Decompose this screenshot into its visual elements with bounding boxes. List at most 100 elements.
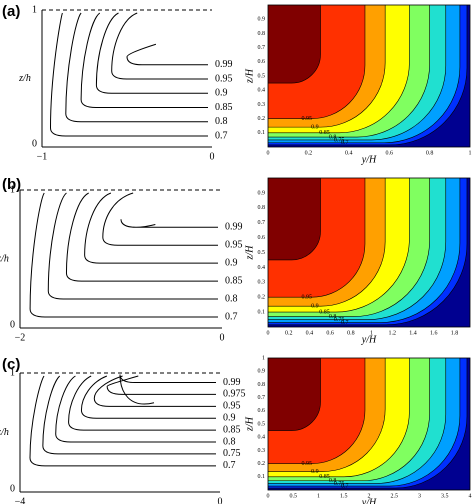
y-tick-label: 1	[10, 184, 15, 195]
y-axis-label: z/H	[244, 416, 255, 432]
x-axis-label: y/H	[361, 497, 377, 504]
x-tick-label: 0	[267, 330, 270, 336]
x-tick-label: 0	[220, 332, 225, 343]
contour-label: 0.7	[341, 483, 349, 489]
contour-line	[84, 192, 218, 264]
contour-line	[102, 192, 218, 246]
x-tick-label: 0	[218, 496, 223, 504]
y-tick-label: 0.3	[258, 280, 266, 286]
y-tick-label: 0.9	[258, 17, 266, 23]
x-tick-label: 1.6	[430, 330, 438, 336]
y-axis-label: z/h	[0, 427, 9, 438]
contour-fill	[268, 178, 470, 327]
contour-level	[268, 5, 321, 84]
x-axis-label: y/H	[361, 334, 377, 345]
contour-label: 0.75	[334, 481, 345, 487]
contour-label: 0.95	[215, 73, 233, 84]
y-tick-label: 0.8	[258, 205, 266, 211]
contour-label: 0.75	[334, 137, 345, 143]
y-tick-label: 0.8	[258, 31, 266, 37]
x-tick-label: 0	[210, 151, 215, 162]
x-tick-label: 1	[469, 150, 472, 156]
x-tick-label: 0.4	[345, 150, 353, 156]
y-tick-label: 0.7	[258, 395, 266, 401]
y-axis-label: z/h	[0, 253, 9, 264]
contour-label: 0.8	[329, 134, 337, 140]
x-tick-label: 0.2	[285, 330, 293, 336]
contour-line	[42, 375, 216, 455]
contour-label: 0.95	[302, 461, 313, 467]
x-tick-label: −1	[37, 151, 48, 162]
contour-line	[29, 375, 216, 467]
contour-label: 0.95	[302, 295, 313, 301]
y-tick-label: 1	[262, 355, 265, 361]
contour-label: 0.7	[225, 311, 238, 322]
y-tick-label: 0.2	[258, 461, 266, 467]
contour-label: 0.9	[225, 257, 238, 268]
y-tick-label: 0.3	[258, 448, 266, 454]
y-tick-label: 0.9	[258, 369, 266, 375]
contour-line	[106, 375, 216, 395]
x-tick-label: 0.5	[290, 493, 298, 499]
y-tick-label: 0.6	[258, 59, 266, 65]
contour-label: 0.85	[319, 130, 330, 136]
y-tick-label: 0.7	[258, 220, 266, 226]
contour-label: 0.9	[223, 413, 236, 424]
contour-label: 0.85	[215, 102, 233, 113]
contour-line	[80, 12, 208, 109]
contour-label: 0.85	[225, 275, 243, 286]
contour-line	[80, 375, 216, 419]
contour-label: 0.99	[225, 222, 243, 233]
contour-line	[119, 374, 216, 405]
panel-label: (a)	[2, 3, 20, 20]
contour-label: 0.8	[223, 436, 236, 447]
x-tick-label: 0	[267, 493, 270, 499]
contour-label: 0.99	[215, 59, 233, 70]
x-tick-label: 1.4	[409, 330, 417, 336]
x-tick-label: 4	[469, 493, 472, 499]
y-tick-label: 1	[32, 4, 37, 15]
x-tick-label: 1.8	[451, 330, 459, 336]
contour-level	[268, 358, 321, 431]
x-axis-label: y/H	[361, 154, 377, 165]
contour-label: 0.75	[334, 317, 345, 323]
contour-line	[68, 375, 216, 431]
contour-line	[47, 192, 218, 300]
contour-line	[29, 192, 218, 318]
contour-label: 0.99	[223, 377, 241, 388]
x-tick-label: 1.2	[389, 330, 397, 336]
y-tick-label: 0.6	[258, 408, 266, 414]
x-tick-label: 0.8	[426, 150, 434, 156]
contour-label: 0.8	[215, 116, 228, 127]
panel-label: (c)	[2, 356, 20, 373]
contour-label: 0.975	[223, 389, 246, 400]
x-tick-label: 0	[267, 150, 270, 156]
y-tick-label: 0.5	[258, 250, 266, 256]
y-tick-label: 0.1	[258, 309, 266, 315]
contour-level	[268, 178, 321, 261]
y-tick-label: 0	[10, 483, 15, 494]
contour-label: 0.85	[319, 474, 330, 480]
contour-line	[95, 12, 208, 94]
x-tick-label: 1	[317, 493, 320, 499]
x-tick-label: 0.8	[347, 330, 355, 336]
x-tick-label: 0.4	[306, 330, 314, 336]
contour-label: 0.95	[225, 239, 243, 250]
contour-line	[49, 12, 208, 137]
contour-label: 0.85	[319, 309, 330, 315]
y-tick-label: 0.2	[258, 116, 266, 122]
y-tick-label: 0.7	[258, 45, 266, 51]
y-tick-label: 0.4	[258, 265, 266, 271]
contour-line	[126, 43, 208, 66]
y-tick-label: 0.4	[258, 435, 266, 441]
x-tick-label: 1	[370, 330, 373, 336]
x-tick-label: 2.5	[391, 493, 399, 499]
contour-label: 0.7	[215, 130, 228, 141]
contour-line	[120, 219, 218, 228]
x-tick-label: −2	[15, 332, 26, 343]
y-axis-label: z/H	[244, 245, 255, 261]
x-tick-label: 3.5	[441, 493, 449, 499]
plot-frame	[267, 177, 471, 328]
y-tick-label: 0.4	[258, 88, 266, 94]
